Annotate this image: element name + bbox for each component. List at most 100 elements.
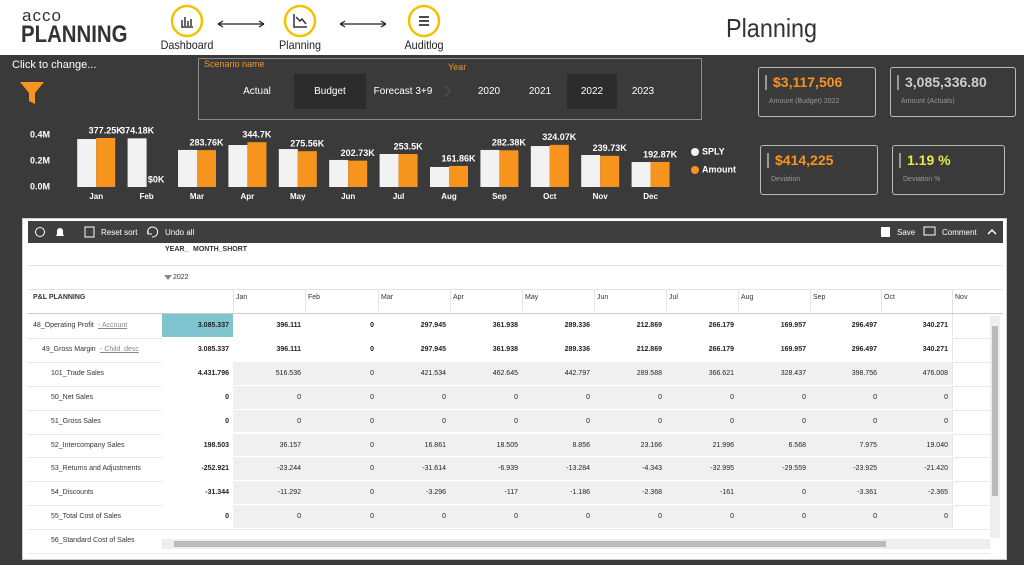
bell-icon[interactable] xyxy=(56,228,64,236)
table-cell[interactable]: 398.756 xyxy=(810,361,882,385)
filter-icon[interactable] xyxy=(18,80,46,106)
table-cell[interactable]: 0 xyxy=(666,409,739,433)
comment-icon[interactable] xyxy=(923,226,936,236)
table-cell[interactable]: -23.925 xyxy=(810,457,882,481)
table-cell[interactable]: 18.505 xyxy=(450,433,523,457)
table-cell[interactable]: 0 xyxy=(305,385,379,409)
reset-sort-icon[interactable] xyxy=(84,226,95,238)
table-cell[interactable]: 0 xyxy=(881,385,953,409)
table-cell[interactable]: 0 xyxy=(810,505,882,529)
expand-triangle[interactable] xyxy=(163,273,173,283)
table-cell[interactable]: 21.996 xyxy=(666,433,739,457)
table-cell[interactable]: -117 xyxy=(450,481,523,505)
table-cell[interactable]: 0 xyxy=(522,409,595,433)
table-cell[interactable]: 0 xyxy=(450,505,523,529)
table-cell[interactable]: 6.568 xyxy=(738,433,811,457)
info-icon[interactable] xyxy=(35,227,45,237)
table-cell[interactable]: -3.361 xyxy=(810,481,882,505)
table-cell[interactable]: 0 xyxy=(450,409,523,433)
nav-dashboard-icon[interactable] xyxy=(170,4,204,38)
table-cell[interactable]: 0 xyxy=(378,385,451,409)
year-option[interactable]: 2022 xyxy=(567,74,617,109)
table-cell[interactable]: -2.368 xyxy=(594,481,667,505)
table-cell[interactable]: 0 xyxy=(594,409,667,433)
table-cell[interactable]: 328.437 xyxy=(738,361,811,385)
table-cell[interactable]: -21.420 xyxy=(881,457,953,481)
table-cell[interactable]: 0 xyxy=(522,385,595,409)
v-scrollbar[interactable] xyxy=(990,316,1000,538)
year-option[interactable]: 2023 xyxy=(631,86,655,97)
table-cell[interactable]: 0 xyxy=(305,361,379,385)
row-link[interactable]: - Child_desc xyxy=(100,345,139,353)
table-cell[interactable]: 0 xyxy=(233,505,306,529)
save[interactable]: Save xyxy=(897,228,916,237)
nav-planning-icon[interactable] xyxy=(283,4,317,38)
table-cell[interactable]: -1.186 xyxy=(522,481,595,505)
table-cell[interactable]: -4.343 xyxy=(594,457,667,481)
collapse-icon[interactable] xyxy=(987,228,997,235)
h-scrollbar[interactable] xyxy=(162,539,990,549)
table-cell[interactable]: 0 xyxy=(233,409,306,433)
filter-hint[interactable]: Click to change... xyxy=(12,59,97,71)
table-cell[interactable]: 442.797 xyxy=(522,361,595,385)
table-cell[interactable]: 0 xyxy=(881,409,953,433)
year-option[interactable]: 2021 xyxy=(528,86,552,97)
table-cell[interactable]: 36.157 xyxy=(233,433,306,457)
nav-label[interactable]: Auditlog xyxy=(404,38,444,52)
table-cell[interactable]: 0 xyxy=(522,505,595,529)
nav-label[interactable]: Dashboard xyxy=(160,38,214,52)
table-cell[interactable]: 0 xyxy=(881,505,953,529)
save-icon[interactable] xyxy=(881,227,890,237)
table-cell[interactable]: 23.166 xyxy=(594,433,667,457)
scenario-option[interactable]: Forecast 3+9 xyxy=(373,86,433,97)
table-cell[interactable]: 0 xyxy=(378,409,451,433)
table-cell[interactable]: -2.365 xyxy=(881,481,953,505)
table-cell[interactable]: -13.284 xyxy=(522,457,595,481)
table-cell[interactable]: 476.008 xyxy=(881,361,953,385)
table-cell[interactable]: 0 xyxy=(594,505,667,529)
table-cell[interactable]: -32.995 xyxy=(666,457,739,481)
table-cell[interactable]: 0 xyxy=(810,409,882,433)
table-cell[interactable]: 0 xyxy=(305,409,379,433)
table-cell[interactable]: 0 xyxy=(305,433,379,457)
table-cell[interactable]: -11.292 xyxy=(233,481,306,505)
nav-auditlog-icon[interactable] xyxy=(407,4,441,38)
table-cell[interactable]: 0 xyxy=(738,505,811,529)
undo-all[interactable]: Undo all xyxy=(165,228,195,237)
table-cell[interactable]: 0 xyxy=(378,505,451,529)
table-cell[interactable]: 8.856 xyxy=(522,433,595,457)
table-cell[interactable]: 19.040 xyxy=(881,433,953,457)
scenario-option[interactable]: Actual xyxy=(243,86,271,97)
comment[interactable]: Comment xyxy=(942,228,977,237)
table-cell[interactable]: 0 xyxy=(305,505,379,529)
table-cell[interactable]: -6.939 xyxy=(450,457,523,481)
table-cell[interactable]: 421.534 xyxy=(378,361,451,385)
table-cell[interactable]: 0 xyxy=(233,385,306,409)
table-cell[interactable]: 0 xyxy=(738,385,811,409)
table-cell[interactable]: 0 xyxy=(738,481,811,505)
table-cell[interactable]: 0 xyxy=(594,385,667,409)
scenario-option[interactable]: Budget xyxy=(294,74,366,109)
table-cell[interactable]: -29.559 xyxy=(738,457,811,481)
table-cell[interactable]: 0 xyxy=(738,409,811,433)
nav-label[interactable]: Planning xyxy=(278,38,322,52)
row-link[interactable]: - Account xyxy=(98,322,128,329)
table-cell[interactable]: 7.975 xyxy=(810,433,882,457)
table-cell[interactable]: -31.614 xyxy=(378,457,451,481)
table-cell[interactable]: -23.244 xyxy=(233,457,306,481)
table-cell[interactable]: 0 xyxy=(305,457,379,481)
table-cell[interactable]: -3.296 xyxy=(378,481,451,505)
table-cell[interactable]: 0 xyxy=(666,505,739,529)
table-cell[interactable]: 0 xyxy=(810,385,882,409)
table-cell[interactable]: 0 xyxy=(305,481,379,505)
table-cell[interactable]: 516.536 xyxy=(233,361,306,385)
table-cell[interactable]: 0 xyxy=(450,385,523,409)
table-cell[interactable]: 289.588 xyxy=(594,361,667,385)
year-option[interactable]: 2020 xyxy=(477,86,501,97)
table-cell[interactable]: -161 xyxy=(666,481,739,505)
undo-icon[interactable] xyxy=(147,226,159,238)
table-cell[interactable]: 366.621 xyxy=(666,361,739,385)
reset-sort[interactable]: Reset sort xyxy=(101,228,138,237)
table-cell[interactable]: 462.645 xyxy=(450,361,523,385)
table-cell[interactable]: 16.861 xyxy=(378,433,451,457)
